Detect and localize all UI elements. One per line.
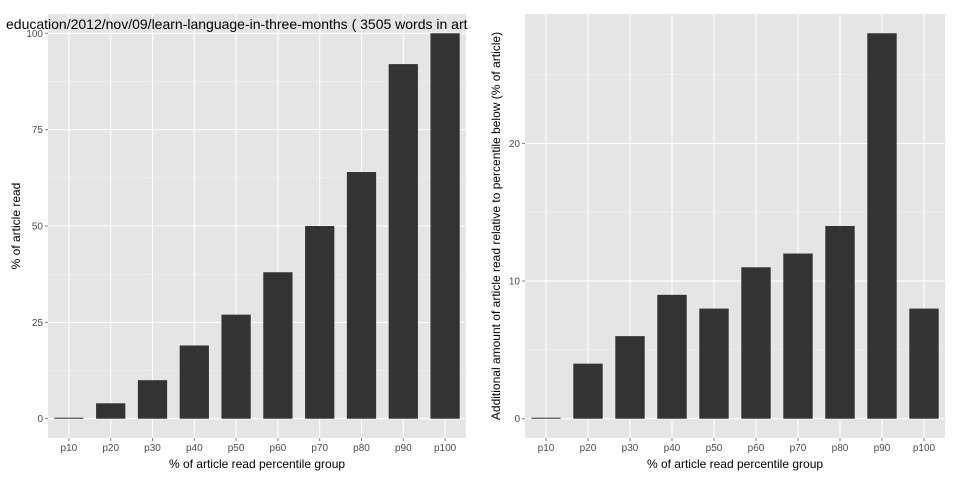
left-bar-p90 — [388, 64, 418, 419]
left-bar-p80 — [346, 172, 377, 419]
right-bar-p80 — [825, 226, 855, 419]
left-x-tick-label: p50 — [228, 443, 245, 454]
left-x-axis-title: % of article read percentile group — [169, 457, 345, 471]
left-bar-p40 — [179, 345, 209, 419]
right-bar-p40 — [657, 294, 687, 419]
left-x-tick-label: p70 — [311, 443, 328, 454]
left-bar-p30 — [137, 380, 168, 419]
left-x-tick-label: p80 — [353, 443, 370, 454]
right-bar-p10 — [531, 417, 561, 419]
right-y-tick-label: 0 — [514, 414, 520, 425]
right-y-tick-label: 20 — [509, 139, 521, 150]
right-x-tick-label: p80 — [832, 443, 849, 454]
left-bar-p60 — [263, 272, 293, 419]
left-chart-title: education/2012/nov/09/learn-language-in-… — [6, 16, 468, 32]
right-x-tick-label: p100 — [913, 443, 936, 454]
left-bar-p10 — [54, 417, 84, 419]
right-x-tick-label: p10 — [538, 443, 555, 454]
right-y-tick-label: 10 — [509, 277, 521, 288]
left-bar-p20 — [96, 403, 126, 419]
right-x-tick-label: p50 — [706, 443, 723, 454]
left-bars — [54, 33, 460, 419]
right-x-tick-label: p70 — [790, 443, 807, 454]
left-y-tick-label: 50 — [32, 222, 44, 233]
right-axis-ticks: 0 10 20 p10 p20 p30 p40 p50 p60 p70 p80 p90 p100 — [509, 139, 936, 454]
right-x-tick-label: p90 — [874, 443, 891, 454]
left-y-tick-label: 0 — [37, 414, 43, 425]
right-x-axis-title: % of article read percentile group — [647, 457, 823, 471]
right-bar-p60 — [741, 267, 771, 419]
left-x-tick-label: p40 — [186, 443, 203, 454]
left-x-tick-label: p100 — [434, 443, 457, 454]
right-bar-p70 — [783, 253, 813, 419]
right-x-tick-label: p30 — [622, 443, 639, 454]
left-y-tick-label: 75 — [32, 125, 44, 136]
right-y-axis-title: Additional amount of article read relati… — [489, 32, 503, 420]
right-bar-p100 — [909, 308, 939, 419]
left-y-tick-label: 25 — [32, 318, 44, 329]
left-x-tick-label: p60 — [270, 443, 287, 454]
left-x-tick-label: p30 — [144, 443, 161, 454]
left-y-axis-title: % of article read — [9, 183, 23, 270]
left-axis-ticks: 0 25 50 75 100 p10 p20 p30 p40 p50 p60 p70 p80 p90 p10… — [26, 29, 456, 454]
right-bar-p50 — [699, 308, 729, 419]
right-x-tick-label: p20 — [580, 443, 597, 454]
left-x-tick-label: p10 — [61, 443, 78, 454]
right-bars — [531, 33, 939, 419]
left-chart: 0 25 50 75 100 p10 p20 p30 p40 p50 p60 p70 p80 p90 p10… — [6, 14, 468, 471]
right-bar-p90 — [867, 33, 897, 419]
left-x-tick-label: p20 — [102, 443, 119, 454]
left-y-tick-label: 100 — [26, 29, 43, 40]
right-x-tick-label: p40 — [664, 443, 681, 454]
left-bar-p70 — [305, 226, 335, 419]
left-bar-p100 — [430, 33, 460, 419]
right-chart: 0 10 20 p10 p20 p30 p40 p50 p60 p70 p80 p90 p100 % o… — [489, 14, 945, 471]
right-bar-p20 — [573, 363, 603, 419]
left-x-tick-label: p90 — [395, 443, 412, 454]
right-bar-p30 — [615, 336, 645, 419]
right-x-tick-label: p60 — [748, 443, 765, 454]
left-bar-p50 — [221, 314, 251, 419]
